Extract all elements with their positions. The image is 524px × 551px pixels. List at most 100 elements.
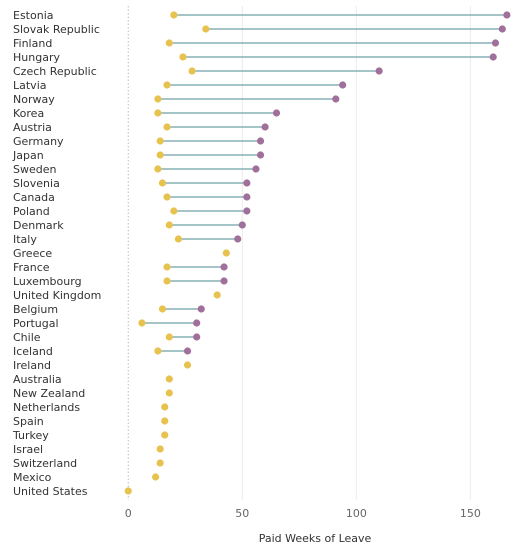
category-label: Finland xyxy=(13,37,52,50)
category-label: Ireland xyxy=(13,359,51,372)
category-label: Australia xyxy=(13,373,62,386)
low-value-dot xyxy=(163,277,171,285)
low-value-dot xyxy=(154,165,162,173)
low-value-dot xyxy=(174,235,183,243)
category-label: Iceland xyxy=(13,345,53,358)
low-value-dot xyxy=(154,347,162,355)
category-label: Greece xyxy=(13,247,52,260)
low-value-dot xyxy=(158,179,167,187)
category-label: Israel xyxy=(13,443,43,456)
low-value-dot xyxy=(161,417,169,425)
high-value-dot xyxy=(375,67,383,75)
category-label: Luxembourg xyxy=(13,275,82,288)
low-value-dot xyxy=(152,473,160,481)
category-label: France xyxy=(13,261,50,274)
high-value-dot xyxy=(256,151,265,159)
low-value-dot xyxy=(202,25,210,33)
category-label: Korea xyxy=(13,107,44,120)
high-value-dot xyxy=(491,39,500,47)
low-value-dot xyxy=(156,151,164,159)
low-value-dot xyxy=(163,123,171,131)
high-value-dot xyxy=(332,95,340,103)
low-value-dot xyxy=(170,207,178,215)
category-label: Germany xyxy=(13,135,64,148)
low-value-dot xyxy=(163,263,171,271)
high-value-dot xyxy=(256,137,265,145)
category-label: United States xyxy=(13,485,88,498)
high-value-dot xyxy=(243,179,251,187)
low-value-dot xyxy=(165,39,173,47)
high-value-dot xyxy=(197,305,205,313)
high-value-dot xyxy=(243,207,251,215)
high-value-dot xyxy=(272,109,281,117)
low-value-dot xyxy=(161,431,169,439)
gridlines xyxy=(127,6,471,500)
low-value-dot xyxy=(163,81,171,89)
high-value-dot xyxy=(243,193,251,201)
high-value-dot xyxy=(489,53,497,61)
category-label: Netherlands xyxy=(13,401,80,414)
category-label: Hungary xyxy=(13,51,60,64)
category-label: Chile xyxy=(13,331,41,344)
category-label: Austria xyxy=(13,121,52,134)
category-label: Mexico xyxy=(13,471,52,484)
low-value-dot xyxy=(138,319,146,327)
high-value-dot xyxy=(183,347,192,355)
high-value-dot xyxy=(238,221,246,229)
x-axis: 0 50 100 150 xyxy=(125,507,481,520)
low-value-dot xyxy=(156,445,164,453)
low-value-dot xyxy=(170,11,178,19)
low-value-dot xyxy=(156,137,164,145)
x-tick-label: 100 xyxy=(346,507,367,520)
category-label: United Kingdom xyxy=(13,289,101,302)
high-value-dot xyxy=(193,333,201,341)
category-label: Switzerland xyxy=(13,457,77,470)
high-value-dot xyxy=(193,319,201,327)
low-value-dot xyxy=(161,403,169,411)
category-label: Slovenia xyxy=(13,177,60,190)
category-label: Slovak Republic xyxy=(13,23,100,36)
high-value-dot xyxy=(220,277,228,285)
category-label: Canada xyxy=(13,191,55,204)
high-value-dot xyxy=(252,165,260,173)
low-value-dot xyxy=(158,305,167,313)
low-value-dot xyxy=(165,221,173,229)
category-label: Spain xyxy=(13,415,44,428)
low-value-dot xyxy=(124,487,132,495)
high-value-dot xyxy=(503,11,511,19)
low-value-dot xyxy=(165,375,173,383)
category-label: Japan xyxy=(12,149,44,162)
high-value-dot xyxy=(261,123,269,131)
category-label: Estonia xyxy=(13,9,54,22)
low-value-dot xyxy=(154,109,162,117)
x-tick-label: 0 xyxy=(125,507,132,520)
category-label: Belgium xyxy=(13,303,58,316)
category-label: Portugal xyxy=(13,317,59,330)
low-value-dot xyxy=(154,95,162,103)
low-value-dot xyxy=(213,291,221,299)
high-value-dot xyxy=(234,235,242,243)
low-value-dot xyxy=(165,333,173,341)
category-label: Norway xyxy=(13,93,55,106)
category-label: Poland xyxy=(13,205,50,218)
category-label: Czech Republic xyxy=(13,65,97,78)
x-tick-label: 50 xyxy=(235,507,249,520)
low-value-dot xyxy=(183,361,192,369)
low-value-dot xyxy=(165,389,173,397)
category-label: Turkey xyxy=(12,429,49,442)
category-label: New Zealand xyxy=(13,387,85,400)
low-value-dot xyxy=(156,459,164,467)
category-label: Sweden xyxy=(13,163,56,176)
category-label: Italy xyxy=(13,233,37,246)
high-value-dot xyxy=(220,263,228,271)
low-value-dot xyxy=(188,67,196,75)
x-axis-title: Paid Weeks of Leave xyxy=(259,532,372,545)
high-value-dot xyxy=(339,81,347,89)
low-value-dot xyxy=(163,193,171,201)
low-value-dot xyxy=(179,53,187,61)
category-label: Denmark xyxy=(13,219,64,232)
category-label: Latvia xyxy=(13,79,47,92)
high-value-dot xyxy=(498,25,506,33)
